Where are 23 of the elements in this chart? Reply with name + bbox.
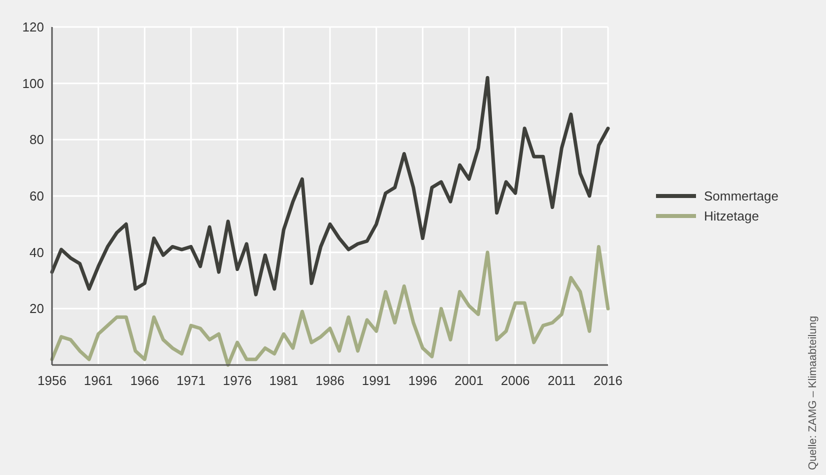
y-tick-label: 40 bbox=[30, 244, 44, 260]
x-tick-label: 1966 bbox=[130, 373, 160, 388]
line-series bbox=[50, 76, 610, 296]
source-note: Quelle: ZAMG – Klimaabteilung bbox=[807, 316, 819, 470]
x-tick-label: 1996 bbox=[408, 373, 438, 388]
y-tick-label: 120 bbox=[22, 20, 44, 35]
x-tick-label: 2006 bbox=[500, 373, 530, 388]
x-tick-label: 1981 bbox=[269, 373, 298, 388]
x-tick-label: 1971 bbox=[176, 373, 206, 388]
x-tick-label: 2001 bbox=[454, 373, 484, 388]
y-tick-label: 100 bbox=[22, 76, 44, 91]
x-tick-label: 1961 bbox=[84, 373, 113, 388]
legend-label: Sommertage bbox=[704, 188, 778, 204]
legend-label: Hitzetage bbox=[704, 208, 759, 224]
x-tick-label: 1976 bbox=[222, 373, 252, 388]
x-tick-label: 2016 bbox=[594, 373, 622, 388]
y-tick-label: 80 bbox=[30, 132, 44, 148]
y-tick-label: 20 bbox=[30, 301, 44, 316]
x-tick-label: 2011 bbox=[548, 373, 576, 388]
x-tick-label: 1986 bbox=[316, 373, 344, 388]
x-tick-label: 1991 bbox=[362, 373, 391, 388]
y-tick-label: 60 bbox=[30, 188, 44, 204]
x-tick-label: 1956 bbox=[38, 373, 66, 388]
